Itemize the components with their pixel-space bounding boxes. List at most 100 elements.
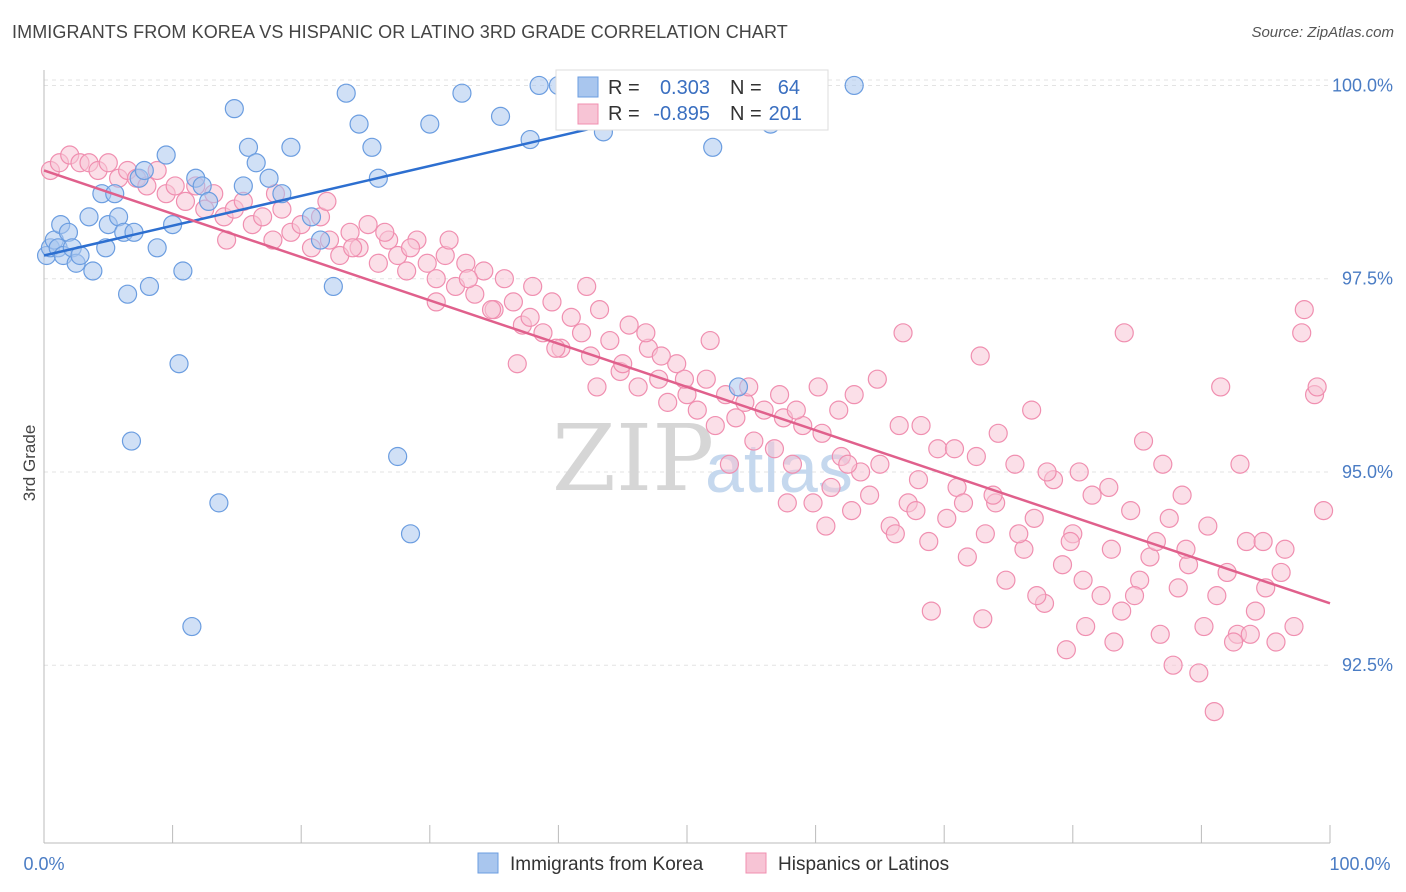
data-point [1253,531,1273,552]
stats-legend-n-value-1: 64 [778,77,800,99]
data-point [786,400,806,420]
data-point [838,454,858,474]
data-point [996,570,1016,590]
data-point [1245,601,1266,621]
data-point [803,493,823,513]
data-point [906,501,926,521]
data-point [829,400,849,420]
data-point [481,300,502,320]
data-point [744,431,764,451]
data-point [889,415,909,436]
data-point [474,261,494,281]
stats-legend-r-value-2: -0.895 [653,103,710,125]
data-point [1009,524,1029,544]
data-point [246,153,266,173]
data-point [651,346,671,366]
data-point [147,238,167,258]
data-point [301,207,322,227]
data-point [523,276,543,297]
data-point [696,369,716,389]
data-point [1307,377,1327,397]
data-point [368,253,388,273]
data-point [1211,377,1231,397]
data-point [867,369,887,389]
data-point [317,191,337,212]
data-point [1223,632,1244,652]
data-point [1204,701,1224,722]
data-point [169,354,189,374]
data-point [349,114,369,134]
legend-swatch-hispanics [745,852,767,874]
data-point [658,392,678,412]
x-tick-label-max: 100.0% [1329,854,1390,874]
y-tick-label: 100.0% [1332,75,1393,95]
data-point [182,616,202,637]
data-point [1275,539,1295,559]
data-point [571,323,592,343]
data-point [1052,555,1073,575]
data-point [520,129,540,150]
data-point [911,415,931,436]
data-point [1022,400,1042,420]
data-point [957,547,977,567]
data-point [1163,655,1183,675]
data-point [503,292,523,312]
data-point [561,307,581,327]
data-point [1112,601,1132,621]
data-point [224,99,244,119]
data-point [973,609,993,629]
data-point [1076,616,1096,637]
watermark-zip: ZIP [552,405,714,512]
data-point [1069,462,1089,482]
data-point [908,470,929,490]
data-point [636,323,656,343]
data-point [458,269,478,289]
trend-line-hispanics [43,169,1331,605]
data-point [769,385,790,405]
data-point [613,354,633,374]
data-point [928,439,948,459]
data-point [121,431,142,451]
series-legend: Immigrants from Korea Hispanics or Latin… [477,852,949,875]
data-point [1207,586,1227,606]
stats-legend-swatch-korea [577,76,599,98]
data-point [944,439,965,459]
data-point [1172,485,1192,505]
data-point [1271,562,1291,583]
data-point [988,423,1008,443]
data-point [1168,578,1188,598]
stats-legend-swatch-hispanics [577,103,599,125]
data-point [233,176,253,196]
data-point [687,400,707,420]
data-point [919,531,939,552]
data-point [529,75,549,96]
legend-label-korea: Immigrants from Korea [510,854,704,875]
data-point [975,524,995,544]
data-point [1292,323,1312,343]
data-point [175,191,196,212]
data-point [156,145,176,165]
data-point [1294,300,1314,320]
y-tick-label: 92.5% [1342,655,1393,675]
data-point [420,114,440,134]
data-point [1091,586,1111,606]
data-point [358,215,378,235]
data-point [816,516,836,536]
data-point [1073,570,1093,590]
data-point [310,230,331,250]
data-point [1266,632,1286,652]
data-point [375,222,395,242]
trend-lines [43,84,1331,605]
data-point [452,83,472,103]
data-point [417,253,437,273]
data-point [490,106,511,126]
data-point [263,230,283,250]
data-point [1124,586,1145,606]
data-point [1060,531,1080,552]
data-point [619,315,639,335]
data-point [777,493,797,513]
data-point [589,300,610,320]
data-point [1099,477,1119,498]
data-point [1114,323,1134,343]
